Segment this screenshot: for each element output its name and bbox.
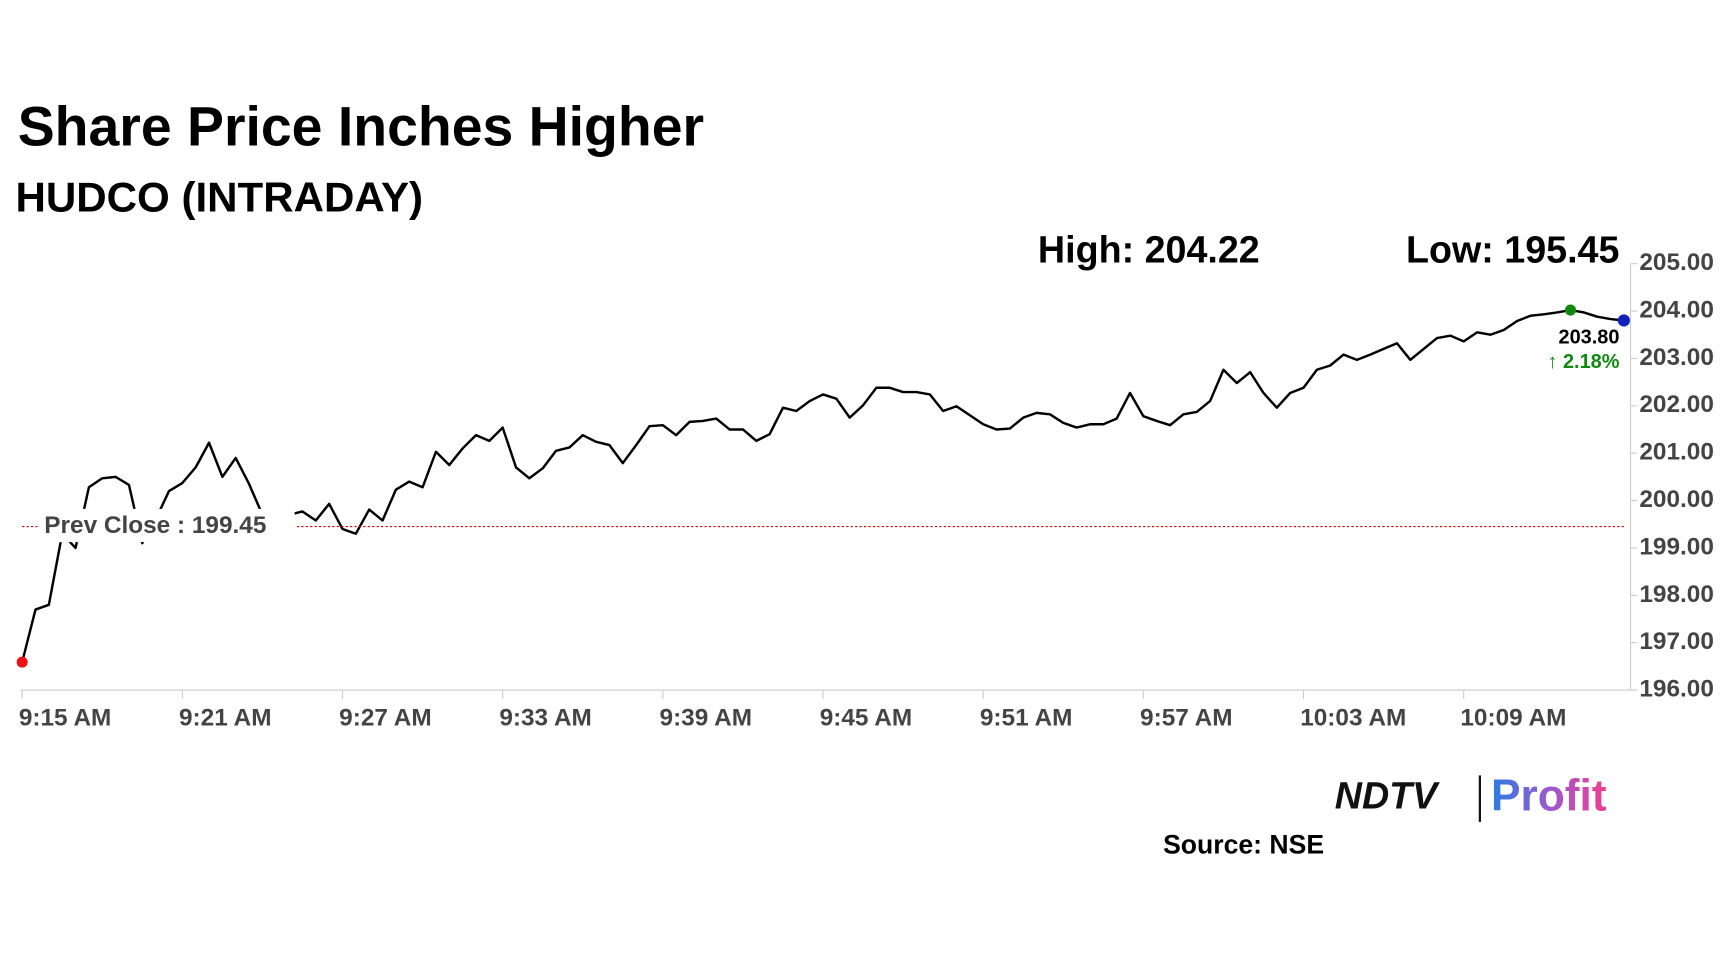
first-marker	[16, 656, 28, 668]
y-tick-label: 199.00	[1639, 533, 1714, 560]
prev-close-label: Prev Close : 199.45	[44, 512, 266, 539]
high-label: High: 204.22	[1038, 229, 1260, 271]
y-tick-label: 205.00	[1639, 249, 1714, 276]
y-tick-label: 204.00	[1639, 296, 1714, 323]
change-label: ↑ 2.18%	[1547, 351, 1619, 373]
plot-area: 196.00 197.00 198.00 199.00 200.00 201.00 202.…	[16, 249, 1714, 731]
low-label: Low: 195.45	[1406, 229, 1619, 271]
x-tick-label: 9:21 AM	[179, 704, 272, 731]
last-marker	[1617, 314, 1630, 327]
chart-title: Share Price Inches Higher	[18, 95, 704, 157]
x-tick-label: 9:27 AM	[339, 704, 432, 731]
brand-ndtv: NDTV	[1335, 775, 1440, 817]
last-value-label: 203.80	[1559, 326, 1620, 348]
x-tick-label: 9:51 AM	[980, 704, 1073, 731]
price-line	[20, 308, 1625, 663]
y-tick-label: 197.00	[1639, 628, 1714, 655]
y-tick-label: 200.00	[1639, 486, 1714, 513]
prev-close-bg	[37, 508, 295, 543]
x-tick-label: 9:39 AM	[660, 704, 753, 731]
x-tick-label: 10:09 AM	[1460, 704, 1566, 731]
x-tick-label: 9:15 AM	[19, 704, 112, 731]
x-tick-label: 9:45 AM	[820, 704, 913, 731]
y-tick-label: 203.00	[1639, 344, 1714, 371]
y-tick-label: 196.00	[1639, 676, 1714, 703]
y-tick-label: 198.00	[1639, 581, 1714, 608]
high-marker	[1564, 304, 1577, 316]
source: Source: NSE	[1163, 829, 1324, 859]
x-tick-label: 9:33 AM	[499, 704, 592, 731]
y-tick-label: 202.00	[1639, 391, 1714, 418]
chart-subtitle: HUDCO (INTRADAY)	[16, 174, 424, 221]
x-tick-label: 10:03 AM	[1300, 704, 1406, 731]
brand-profit: Profit	[1491, 771, 1607, 820]
x-tick-label: 9:57 AM	[1140, 704, 1233, 731]
y-tick-label: 201.00	[1639, 439, 1714, 466]
